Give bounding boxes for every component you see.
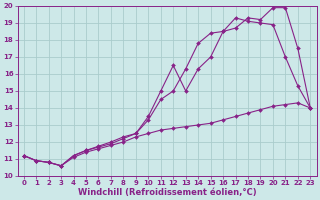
X-axis label: Windchill (Refroidissement éolien,°C): Windchill (Refroidissement éolien,°C)	[78, 188, 256, 197]
